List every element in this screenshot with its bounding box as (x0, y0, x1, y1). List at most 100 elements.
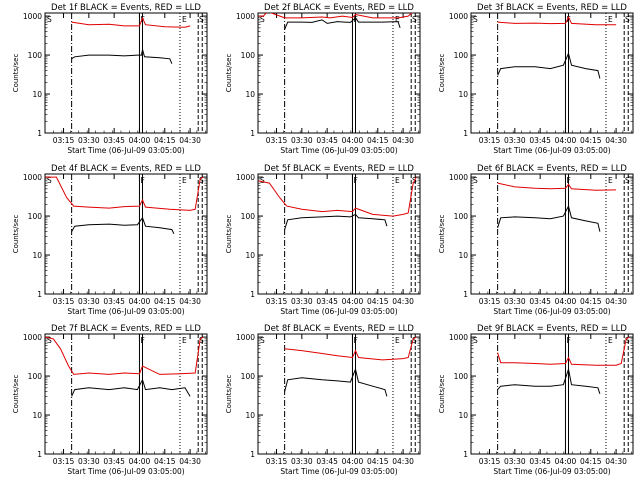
x-tick-label: 03:30 (504, 136, 526, 145)
y-tick-label: 1000 (449, 12, 468, 21)
x-tick-label: 03:45 (529, 297, 551, 306)
plot-frame (470, 12, 634, 134)
flare-marker: F (353, 336, 357, 345)
y-axis-label: Counts/sec (12, 215, 20, 254)
y-axis-label: Counts/sec (225, 215, 233, 254)
y-tick-label: 1 (37, 129, 42, 138)
y-axis-label: Counts/sec (438, 375, 446, 414)
sunset-marker: S (199, 336, 204, 345)
y-tick-label: 1000 (23, 333, 42, 342)
flare-marker: F (140, 15, 144, 24)
x-tick-label: 03:45 (103, 457, 125, 466)
plot-frame (257, 173, 421, 295)
plot-frame (257, 333, 421, 455)
flare-marker: F (566, 336, 570, 345)
y-tick-label: 100 (241, 212, 256, 221)
e-marker: E (182, 15, 187, 24)
y-tick-label: 100 (454, 51, 469, 60)
flare-marker: F (140, 176, 144, 185)
sunrise-marker: S (473, 15, 478, 24)
x-tick-label: 04:30 (605, 297, 627, 306)
lld-rate-line (45, 176, 204, 211)
x-tick-label: 03:30 (78, 136, 100, 145)
x-tick-label: 04:30 (392, 457, 414, 466)
x-axis-label: Start Time (06-Jul-09 03:05:00) (493, 467, 610, 476)
x-tick-label: 03:45 (103, 136, 125, 145)
y-tick-label: 1000 (23, 12, 42, 21)
detector-panel: Det 5f BLACK = Events, RED = LLD 1 10 100 10… (225, 164, 421, 316)
event-rate-line (71, 49, 173, 64)
sunset-marker: S (625, 176, 630, 185)
sunset-marker: S (625, 336, 630, 345)
plot-frame (44, 173, 208, 295)
y-tick-label: 10 (245, 251, 255, 260)
event-rate-line (71, 216, 175, 235)
x-tick-label: 03:45 (103, 297, 125, 306)
x-tick-label: 04:00 (555, 457, 577, 466)
sunrise-marker: S (47, 336, 52, 345)
panel-title: Det 4f BLACK = Events, RED = LLD (51, 164, 201, 174)
x-tick-label: 04:00 (342, 457, 364, 466)
x-tick-label: 04:00 (342, 136, 364, 145)
x-tick-label: 04:30 (179, 297, 201, 306)
sunrise-marker: S (47, 176, 52, 185)
x-tick-label: 03:45 (529, 136, 551, 145)
flare-marker: F (140, 336, 144, 345)
panel-title: Det 6f BLACK = Events, RED = LLD (477, 164, 627, 174)
y-tick-label: 1 (37, 450, 42, 459)
detector-panel: Det 9f BLACK = Events, RED = LLD 1 10 100 10… (438, 324, 634, 476)
lld-rate-line (45, 336, 204, 375)
detector-panel: Det 6f BLACK = Events, RED = LLD 1 10 100 10… (438, 164, 634, 316)
sunrise-marker: S (473, 176, 478, 185)
x-tick-label: 03:30 (504, 297, 526, 306)
x-tick-label: 04:30 (605, 457, 627, 466)
y-axis-label: Counts/sec (12, 375, 20, 414)
y-tick-label: 1 (463, 290, 468, 299)
flare-marker: F (566, 15, 570, 24)
panel-title: Det 1f BLACK = Events, RED = LLD (51, 3, 201, 13)
x-tick-label: 03:30 (78, 297, 100, 306)
panel-title: Det 7f BLACK = Events, RED = LLD (51, 324, 201, 334)
y-tick-label: 10 (458, 411, 468, 420)
x-tick-label: 03:45 (316, 136, 338, 145)
y-tick-label: 1000 (236, 173, 255, 182)
y-tick-label: 1000 (449, 173, 468, 182)
x-tick-label: 03:15 (479, 136, 501, 145)
e-marker: E (608, 176, 613, 185)
x-tick-label: 04:30 (179, 457, 201, 466)
x-tick-label: 03:15 (479, 457, 501, 466)
y-tick-label: 1 (250, 129, 255, 138)
event-rate-line (497, 204, 601, 232)
sunset-marker: S (625, 15, 630, 24)
y-tick-label: 1000 (23, 173, 42, 182)
x-tick-label: 03:45 (529, 457, 551, 466)
x-tick-label: 04:15 (580, 136, 602, 145)
y-tick-label: 100 (28, 51, 43, 60)
plot-frame (470, 173, 634, 295)
y-tick-label: 10 (32, 251, 42, 260)
x-tick-label: 03:30 (78, 457, 100, 466)
plot-frame (257, 12, 421, 134)
x-tick-label: 04:15 (367, 136, 389, 145)
y-tick-label: 1000 (449, 333, 468, 342)
event-rate-line (497, 367, 601, 394)
plot-frame (470, 333, 634, 455)
lld-rate-line (258, 176, 417, 217)
x-tick-label: 03:45 (316, 297, 338, 306)
y-tick-label: 100 (28, 212, 43, 221)
x-tick-label: 03:15 (266, 297, 288, 306)
y-tick-label: 1000 (236, 12, 255, 21)
lld-rate-line (71, 16, 191, 28)
y-tick-label: 100 (241, 372, 256, 381)
x-tick-label: 03:15 (266, 136, 288, 145)
x-tick-label: 04:15 (154, 136, 176, 145)
y-tick-label: 1 (463, 129, 468, 138)
y-tick-label: 10 (458, 90, 468, 99)
x-tick-label: 04:00 (129, 136, 151, 145)
lld-rate-line (497, 15, 617, 26)
panel-title: Det 3f BLACK = Events, RED = LLD (477, 3, 627, 13)
x-tick-label: 04:00 (129, 297, 151, 306)
panel-title: Det 2f BLACK = Events, RED = LLD (264, 3, 414, 13)
y-tick-label: 10 (245, 411, 255, 420)
e-marker: E (395, 176, 400, 185)
